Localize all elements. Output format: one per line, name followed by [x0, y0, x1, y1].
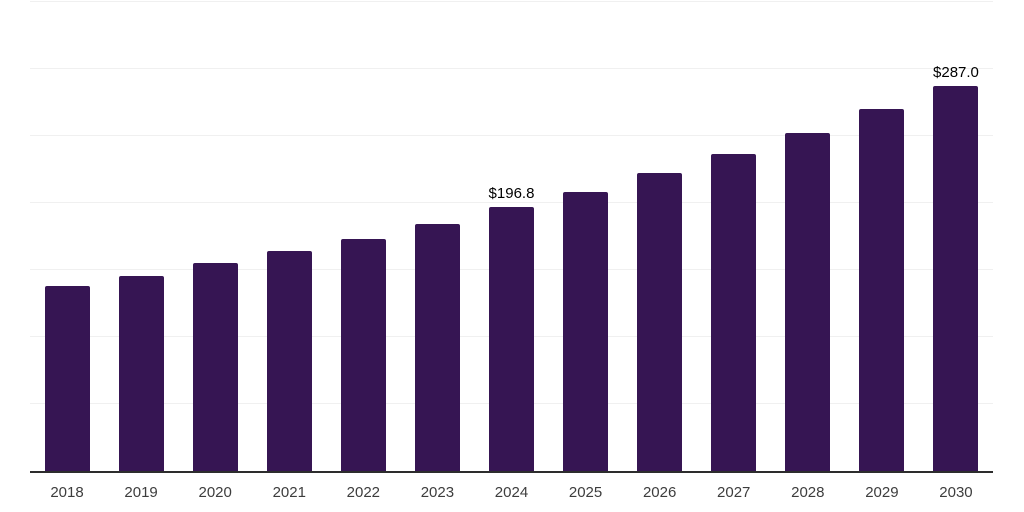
bar-2025 [563, 191, 609, 471]
bar-2029 [859, 109, 905, 471]
x-tick-label-2026: 2026 [642, 484, 677, 501]
gridline [30, 135, 993, 136]
x-tick-label-2030: 2030 [939, 484, 973, 501]
x-axis-labels: 2018 2019 2020 2021 2022 2023 2024 2025 2026 2027… [30, 484, 993, 504]
value-label-2024: $196.8 [488, 185, 535, 203]
bar-2023 [414, 224, 460, 471]
x-tick-label-2021: 2021 [272, 484, 306, 501]
x-tick-label-2023: 2023 [420, 484, 455, 501]
bar-2026 [637, 173, 683, 471]
bar-2019 [118, 275, 164, 471]
gridline [30, 68, 993, 69]
x-tick-label-2029: 2029 [865, 484, 899, 501]
x-tick-label-2028: 2028 [791, 484, 825, 501]
x-axis-line [30, 471, 993, 473]
bar-2024 [489, 207, 534, 471]
gridline [30, 202, 993, 203]
bar-2028 [785, 132, 831, 471]
plot-area: $196.8 $287.0 [30, 0, 993, 473]
x-tick-label-2020: 2020 [198, 484, 232, 501]
bar-2022 [340, 239, 386, 471]
value-label-2030: $287.0 [933, 64, 979, 82]
bar-2018 [44, 285, 90, 471]
bar-2027 [711, 153, 757, 471]
x-tick-label-2025: 2025 [568, 484, 603, 501]
bar-2030 [933, 86, 979, 471]
x-tick-label-2022: 2022 [346, 484, 381, 501]
x-tick-label-2019: 2019 [124, 484, 158, 501]
x-tick-label-2027: 2027 [717, 484, 751, 501]
x-tick-label-2024: 2024 [494, 484, 529, 501]
gridline [30, 1, 993, 2]
bar-2021 [266, 251, 312, 471]
x-tick-label-2018: 2018 [50, 484, 84, 501]
bar-2020 [192, 262, 238, 471]
